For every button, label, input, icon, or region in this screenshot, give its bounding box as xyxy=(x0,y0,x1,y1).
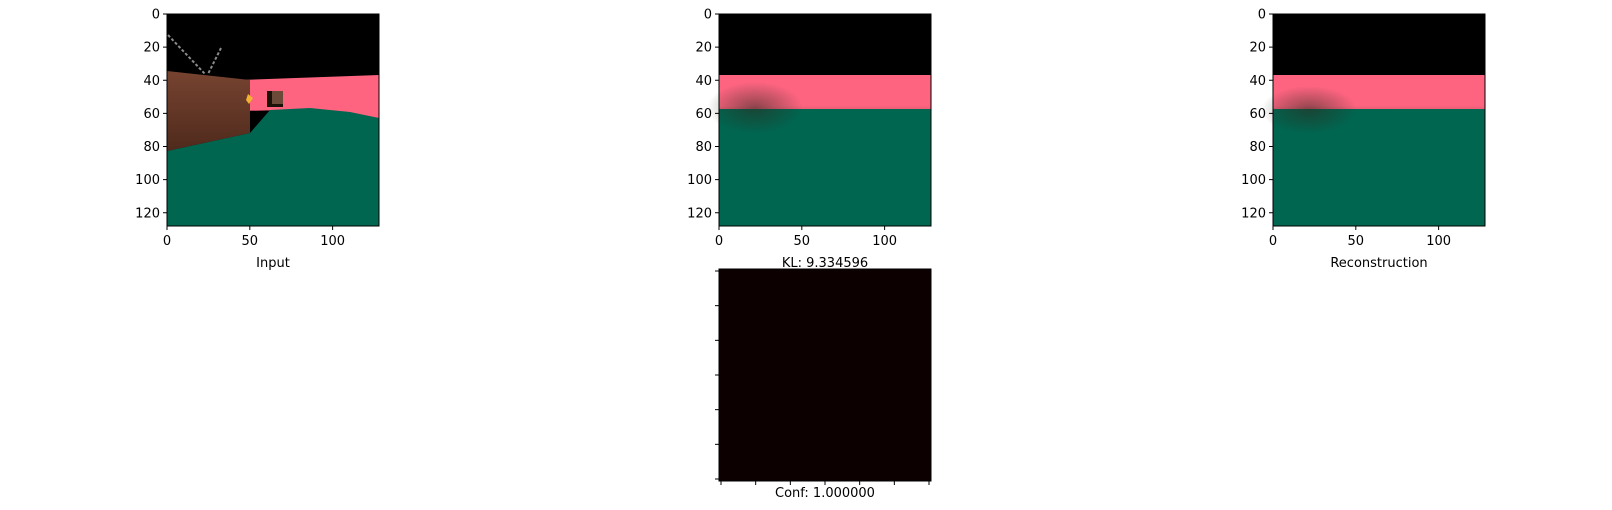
kl-frame xyxy=(718,13,932,227)
x-tick-label: 100 xyxy=(1426,234,1451,249)
y-tick-label: 20 xyxy=(143,41,160,56)
y-tick-label: 100 xyxy=(687,173,712,188)
reconstruction-xlabel: Reconstruction xyxy=(1330,256,1427,271)
y-tick-label: 0 xyxy=(704,8,712,23)
kl-panel: 0 20 40 60 80 100 120 0 50 100 KL: 9.334596 xyxy=(687,8,932,271)
x-tick-label: 100 xyxy=(320,234,345,249)
reconstruction-image xyxy=(1261,14,1485,226)
y-tick-label: 60 xyxy=(695,107,712,122)
y-tick-label: 40 xyxy=(695,74,712,89)
kl-xlabel: KL: 9.334596 xyxy=(782,256,868,271)
confidence-xlabel: Conf: 1.000000 xyxy=(775,486,875,501)
input-panel: 0 20 40 60 80 100 120 0 50 100 Input xyxy=(135,8,380,271)
y-tick-label: 60 xyxy=(1249,107,1266,122)
x-tick-label: 0 xyxy=(1269,234,1277,249)
y-tick-label: 80 xyxy=(143,140,160,155)
y-tick-label: 40 xyxy=(1249,74,1266,89)
input-wall xyxy=(240,75,379,118)
reconstruction-panel: 0 20 40 60 80 100 120 0 50 100 Reconstruction xyxy=(1241,8,1486,271)
input-key xyxy=(246,94,253,104)
input-floor xyxy=(167,108,379,226)
y-tick-label: 80 xyxy=(1249,140,1266,155)
kl-image xyxy=(707,14,931,226)
y-tick-label: 0 xyxy=(152,8,160,23)
x-tick-label: 0 xyxy=(163,234,171,249)
x-tick-label: 50 xyxy=(1348,234,1365,249)
y-tick-label: 20 xyxy=(695,41,712,56)
y-tick-label: 40 xyxy=(143,74,160,89)
y-tick-label: 120 xyxy=(135,206,160,221)
kl-blur xyxy=(707,82,803,134)
x-tick-label: 0 xyxy=(715,234,723,249)
y-tick-label: 60 xyxy=(143,107,160,122)
confidence-panel: Conf: 1.000000 xyxy=(715,268,932,501)
x-tick-label: 100 xyxy=(872,234,897,249)
y-tick-label: 20 xyxy=(1249,41,1266,56)
input-frame xyxy=(166,13,380,227)
input-image xyxy=(167,14,379,226)
x-tick-label: 50 xyxy=(794,234,811,249)
confidence-heatmap xyxy=(719,269,931,481)
y-tick-label: 120 xyxy=(1241,206,1266,221)
input-box xyxy=(167,71,250,151)
y-tick-label: 120 xyxy=(687,206,712,221)
y-tick-label: 100 xyxy=(135,173,160,188)
reconstruction-frame xyxy=(1272,13,1486,227)
x-tick-label: 50 xyxy=(242,234,259,249)
input-antenna-left xyxy=(167,34,206,75)
input-xlabel: Input xyxy=(256,256,290,271)
y-tick-label: 80 xyxy=(695,140,712,155)
y-tick-label: 100 xyxy=(1241,173,1266,188)
y-tick-label: 0 xyxy=(1258,8,1266,23)
reconstruction-blur xyxy=(1261,86,1357,134)
